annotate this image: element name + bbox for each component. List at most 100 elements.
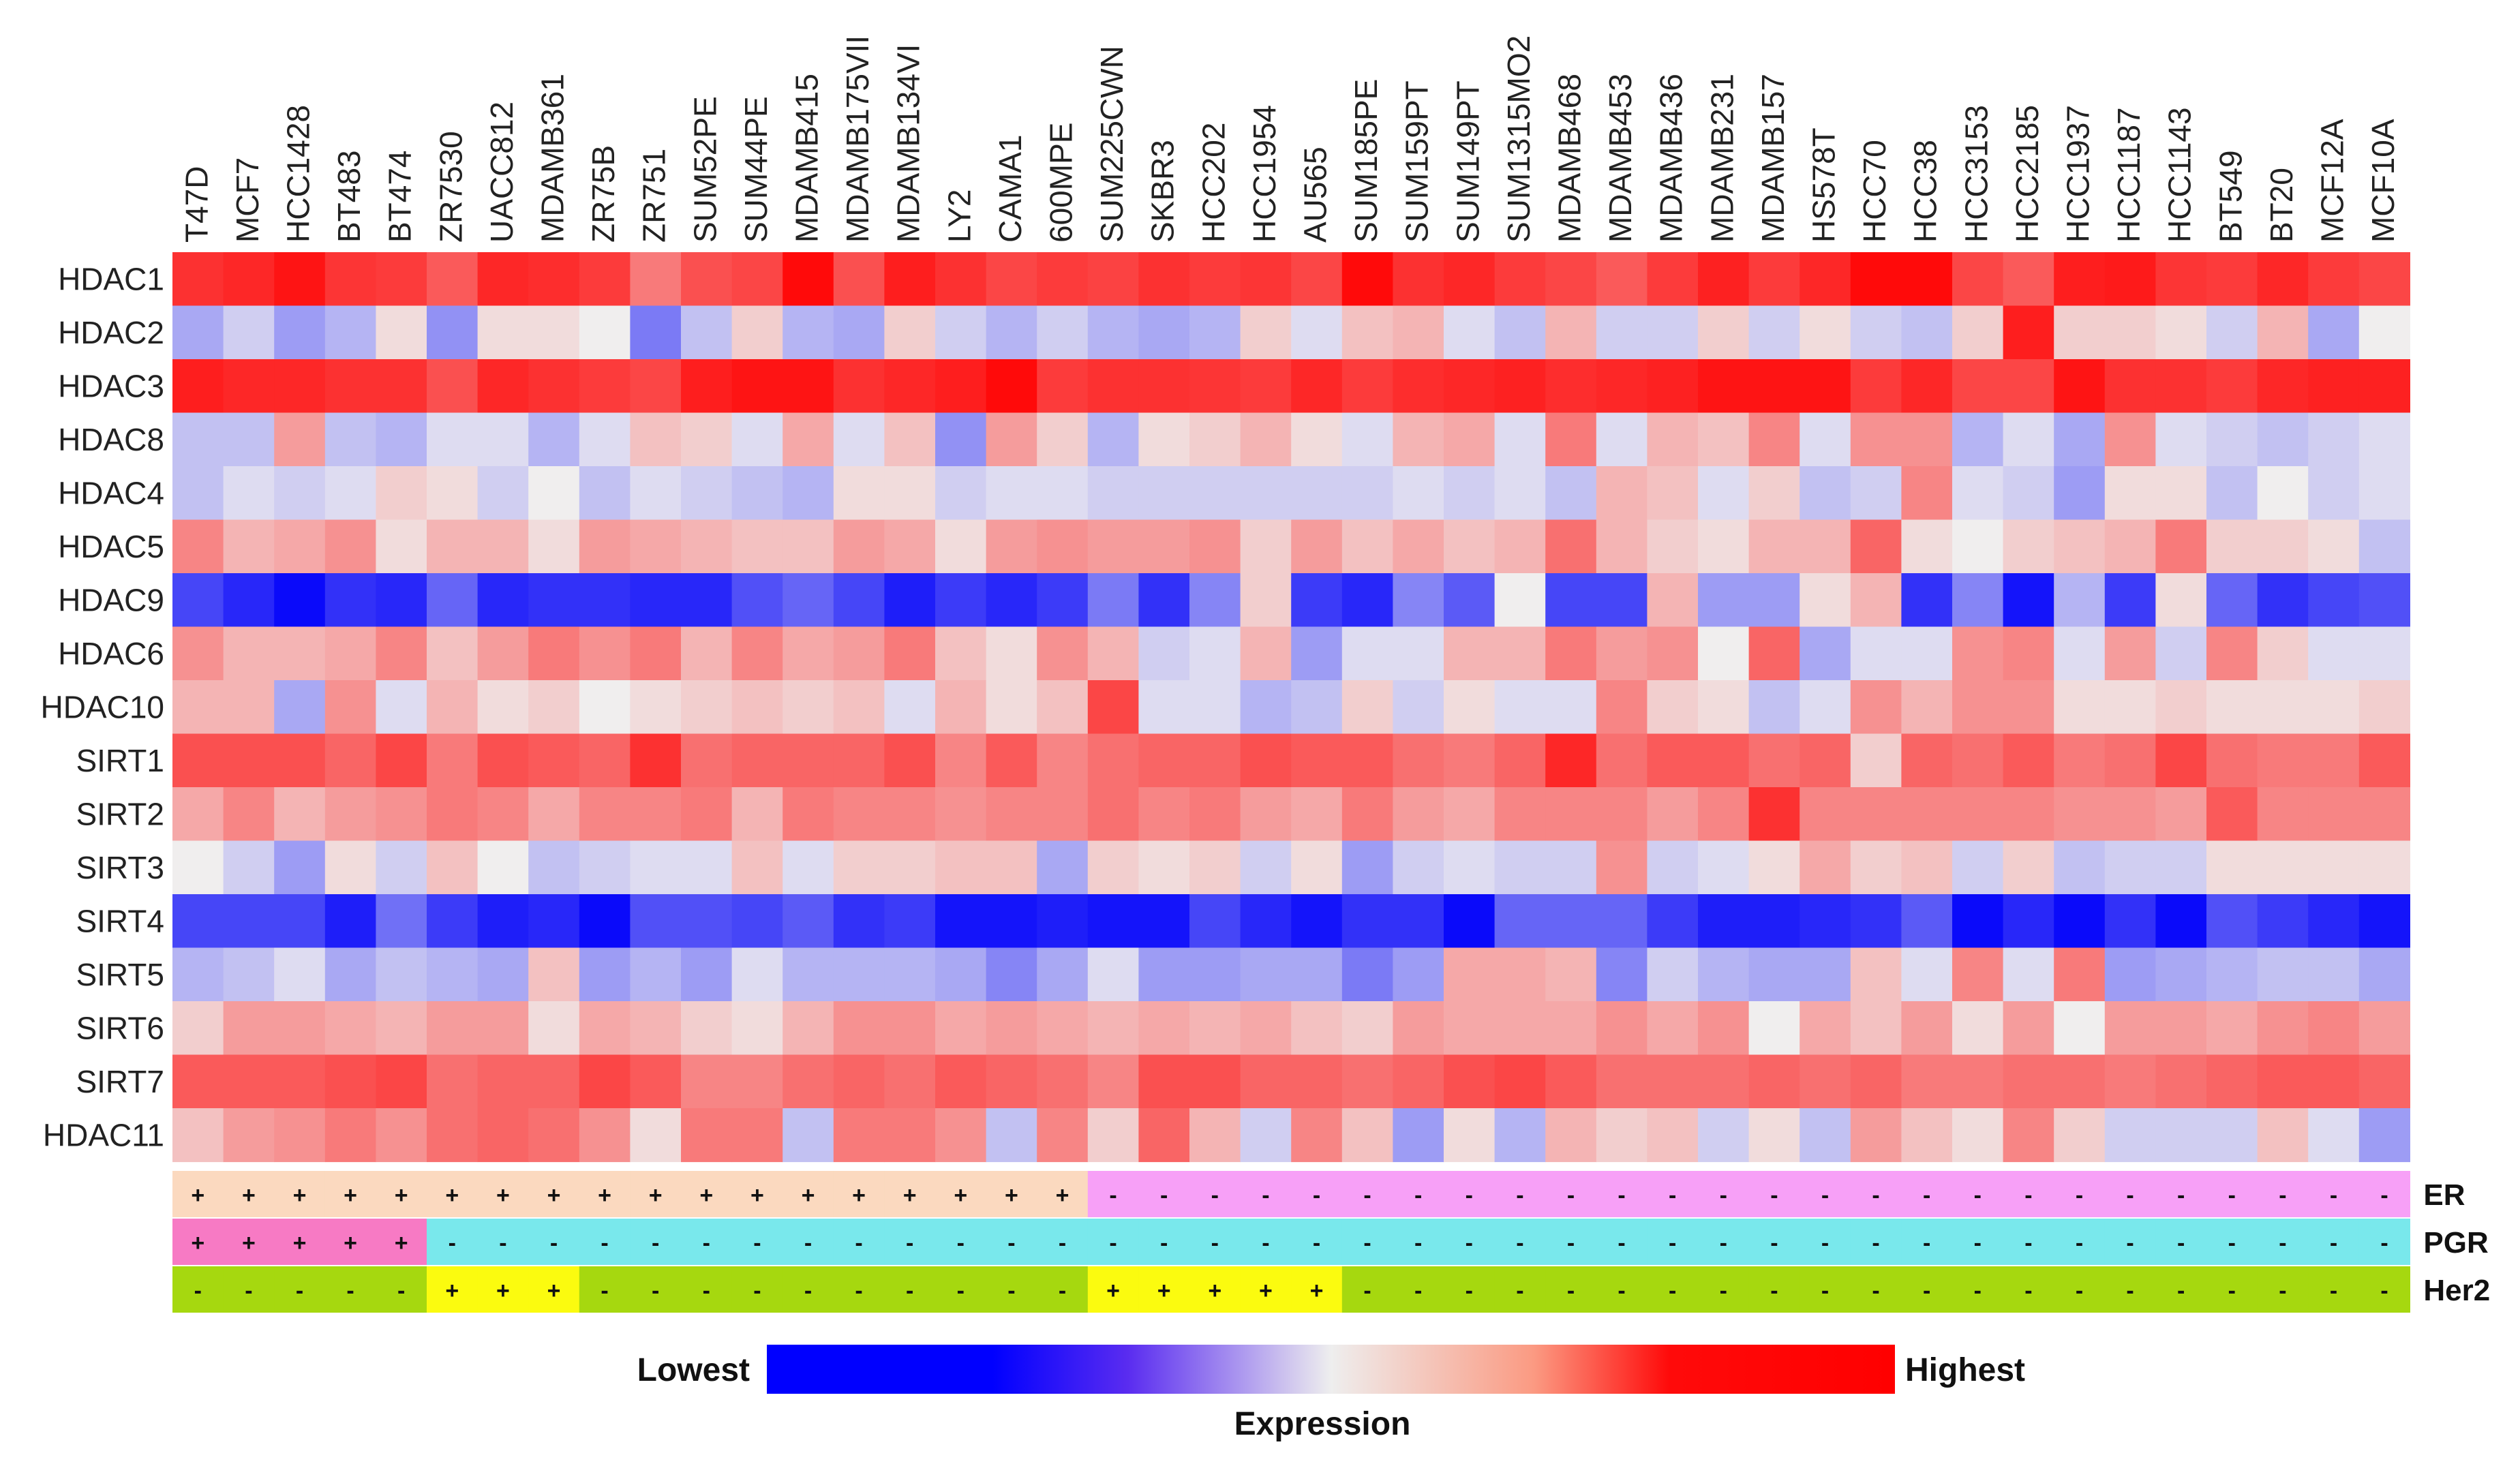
heatmap-cell xyxy=(630,519,682,574)
annotation-cell xyxy=(477,1219,529,1265)
heatmap-cell xyxy=(884,1108,936,1163)
heatmap-cell xyxy=(2257,305,2309,360)
annotation-sign: - xyxy=(2177,1230,2185,1256)
heatmap-cell xyxy=(1341,252,1393,307)
heatmap-cell xyxy=(1341,466,1393,521)
heatmap-cell xyxy=(2358,466,2410,521)
heatmap-cell xyxy=(1901,412,1953,467)
heatmap-cell xyxy=(2308,947,2360,1002)
heatmap-cell xyxy=(783,466,834,521)
heatmap-cell xyxy=(1444,305,1496,360)
heatmap-cell xyxy=(2206,840,2258,895)
heatmap-cell xyxy=(2155,733,2207,788)
heatmap-cell xyxy=(1800,305,1851,360)
annotation-sign: - xyxy=(397,1278,405,1304)
heatmap-cell xyxy=(1138,252,1190,307)
heatmap-cell xyxy=(1698,947,1750,1002)
heatmap-cell xyxy=(1189,733,1241,788)
heatmap-cell xyxy=(833,1108,885,1163)
heatmap-cell xyxy=(427,1108,479,1163)
heatmap-cell xyxy=(681,733,733,788)
annotation-cell xyxy=(1596,1266,1648,1313)
column-label: MCF12A xyxy=(2315,119,2350,243)
heatmap-cell xyxy=(884,733,936,788)
heatmap-cell xyxy=(1952,626,2004,681)
heatmap-cell xyxy=(1444,359,1496,414)
annotation-cell xyxy=(427,1171,479,1217)
heatmap-cell xyxy=(1952,787,2004,842)
heatmap-cell xyxy=(1596,733,1648,788)
heatmap-cell xyxy=(1800,947,1851,1002)
heatmap-cell xyxy=(1444,573,1496,628)
heatmap-cell xyxy=(833,733,885,788)
row-label: SIRT5 xyxy=(76,957,164,992)
annotation-cell xyxy=(731,1266,783,1313)
heatmap-cell xyxy=(1138,947,1190,1002)
heatmap-cell xyxy=(477,412,529,467)
annotation-cell xyxy=(172,1171,224,1217)
annotation-sign: - xyxy=(1567,1182,1575,1208)
annotation-cell xyxy=(376,1266,427,1313)
heatmap-cell xyxy=(2257,412,2309,467)
annotation-cell xyxy=(172,1266,224,1313)
heatmap-cell xyxy=(1596,466,1648,521)
annotation-cell xyxy=(2054,1171,2106,1217)
heatmap-cell xyxy=(986,840,1037,895)
annotation-sign: - xyxy=(1821,1182,1829,1208)
heatmap-cell xyxy=(1952,519,2004,574)
heatmap-cell xyxy=(579,840,631,895)
annotation-cell xyxy=(324,1266,376,1313)
heatmap-cell xyxy=(1444,1001,1496,1056)
heatmap-cell xyxy=(2358,359,2410,414)
annotation-cell xyxy=(1850,1171,1902,1217)
heatmap-cell xyxy=(223,626,275,681)
annotation-sign: - xyxy=(2330,1278,2337,1304)
heatmap-cell xyxy=(1138,680,1190,735)
heatmap-cell xyxy=(1240,519,1292,574)
heatmap-cell xyxy=(172,626,224,681)
annotation-sign: - xyxy=(1160,1182,1168,1208)
heatmap-cell xyxy=(1748,1001,1800,1056)
heatmap-cell xyxy=(2206,1108,2258,1163)
heatmap-cell xyxy=(935,787,987,842)
heatmap-cell xyxy=(1291,252,1343,307)
heatmap-cell xyxy=(1444,252,1496,307)
heatmap-cell xyxy=(1647,412,1699,467)
heatmap-cell xyxy=(1189,359,1241,414)
heatmap-cell xyxy=(2155,519,2207,574)
row-label: SIRT3 xyxy=(76,850,164,885)
annotation-cell xyxy=(1901,1171,1953,1217)
heatmap-cell xyxy=(1698,305,1750,360)
heatmap-cell xyxy=(1748,573,1800,628)
heatmap-cell xyxy=(833,359,885,414)
annotation-sign: - xyxy=(1720,1230,1727,1256)
heatmap-cell xyxy=(1748,840,1800,895)
heatmap-cell xyxy=(2358,787,2410,842)
heatmap-cell xyxy=(783,947,834,1002)
heatmap-cell xyxy=(223,573,275,628)
heatmap-cell xyxy=(1087,252,1139,307)
heatmap-cell xyxy=(1087,1054,1139,1109)
annotation-cell xyxy=(528,1219,580,1265)
annotation-sign: - xyxy=(1720,1278,1727,1304)
heatmap-cell xyxy=(986,305,1037,360)
heatmap-cell xyxy=(2054,733,2106,788)
heatmap-cell xyxy=(1240,305,1292,360)
annotation-cell xyxy=(2358,1171,2410,1217)
heatmap-cell xyxy=(324,412,376,467)
annotation-sign: + xyxy=(242,1182,256,1208)
heatmap-cell xyxy=(1850,947,1902,1002)
heatmap-cell xyxy=(376,359,427,414)
heatmap-cell xyxy=(376,305,427,360)
annotation-cell xyxy=(1291,1219,1343,1265)
heatmap-cell xyxy=(833,412,885,467)
annotation-sign: - xyxy=(2076,1230,2083,1256)
annotation-sign: + xyxy=(242,1230,256,1256)
heatmap-cell xyxy=(528,412,580,467)
column-label: HCC70 xyxy=(1857,140,1892,243)
heatmap-cell xyxy=(1240,252,1292,307)
heatmap-cell xyxy=(1444,466,1496,521)
column-label: SUM1315MO2 xyxy=(1501,35,1536,243)
heatmap-cell xyxy=(2054,359,2106,414)
heatmap-cell xyxy=(2104,733,2156,788)
